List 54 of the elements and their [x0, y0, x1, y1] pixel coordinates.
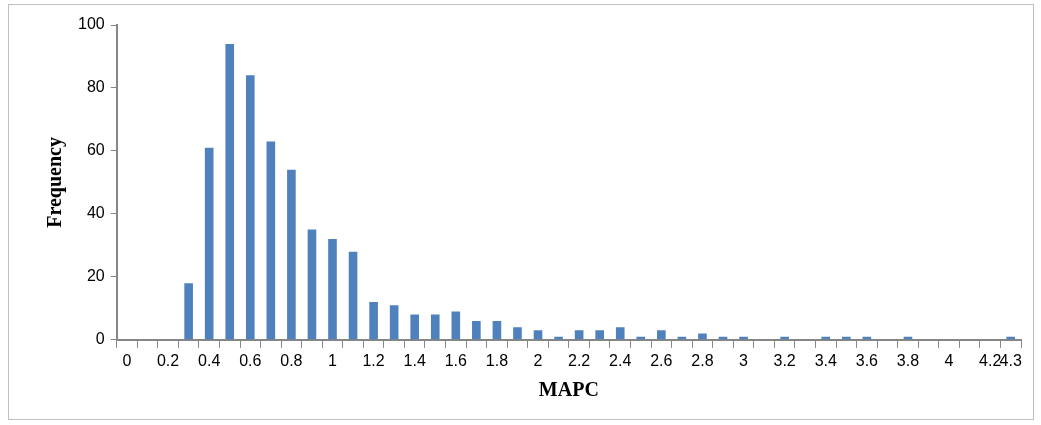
- x-tick-label: 2.2: [568, 351, 591, 369]
- x-tick-label: 4.3: [999, 351, 1022, 369]
- bar: [369, 302, 378, 340]
- bar: [615, 327, 625, 340]
- y-axis-title: Frequency: [43, 137, 67, 228]
- bar: [492, 320, 502, 340]
- bar: [472, 320, 481, 340]
- y-tick-label: 20: [86, 267, 105, 285]
- bar: [307, 229, 317, 340]
- y-tick-label: 100: [77, 15, 105, 33]
- x-tick-label: 0: [122, 351, 132, 369]
- y-tick-label: 40: [86, 204, 105, 222]
- bar: [513, 327, 522, 340]
- x-tick-label: 1.8: [485, 351, 509, 369]
- x-tick-label: 3.2: [773, 351, 796, 369]
- x-tick-label: 4: [944, 351, 954, 369]
- x-tick-label: 1.4: [403, 351, 426, 369]
- x-tick-label: 2.6: [650, 351, 673, 369]
- x-tick-label: 1: [328, 351, 338, 369]
- x-tick-label: 3.8: [896, 351, 920, 369]
- bar: [657, 330, 666, 340]
- x-tick-label: 3.4: [814, 351, 837, 369]
- x-axis-title: MAPC: [538, 378, 599, 401]
- x-tick-label: 2.8: [691, 351, 714, 369]
- bar: [574, 330, 584, 340]
- bar: [328, 239, 337, 340]
- y-tick-label: 60: [86, 141, 105, 159]
- bar: [287, 169, 296, 340]
- bar: [389, 305, 399, 340]
- bar: [533, 330, 543, 340]
- bar: [348, 251, 358, 340]
- x-tick-label: 0.2: [156, 351, 180, 369]
- x-tick-label: 3.6: [855, 351, 879, 369]
- x-tick-label: 1.6: [444, 351, 468, 369]
- bar: [245, 75, 255, 340]
- bar: [451, 311, 461, 340]
- x-tick-label: 4.2: [979, 351, 1002, 369]
- x-tick-label: 0.6: [239, 351, 262, 369]
- x-tick-label: 0.8: [280, 351, 303, 369]
- x-tick-label: 2.4: [609, 351, 632, 369]
- x-tick-label: 2: [533, 351, 543, 369]
- bar: [266, 141, 276, 340]
- x-tick-label: 1.2: [362, 351, 385, 369]
- bar: [184, 283, 193, 340]
- bar: [410, 314, 420, 340]
- bar: [595, 330, 604, 340]
- x-tick-label: 0.4: [198, 351, 221, 369]
- y-tick-label: 0: [95, 330, 105, 348]
- x-tick-label: 3: [739, 351, 749, 369]
- bar: [698, 333, 707, 340]
- y-tick-label: 80: [86, 78, 105, 96]
- bar: [430, 314, 440, 340]
- bar: [225, 43, 235, 340]
- bar: [204, 147, 214, 340]
